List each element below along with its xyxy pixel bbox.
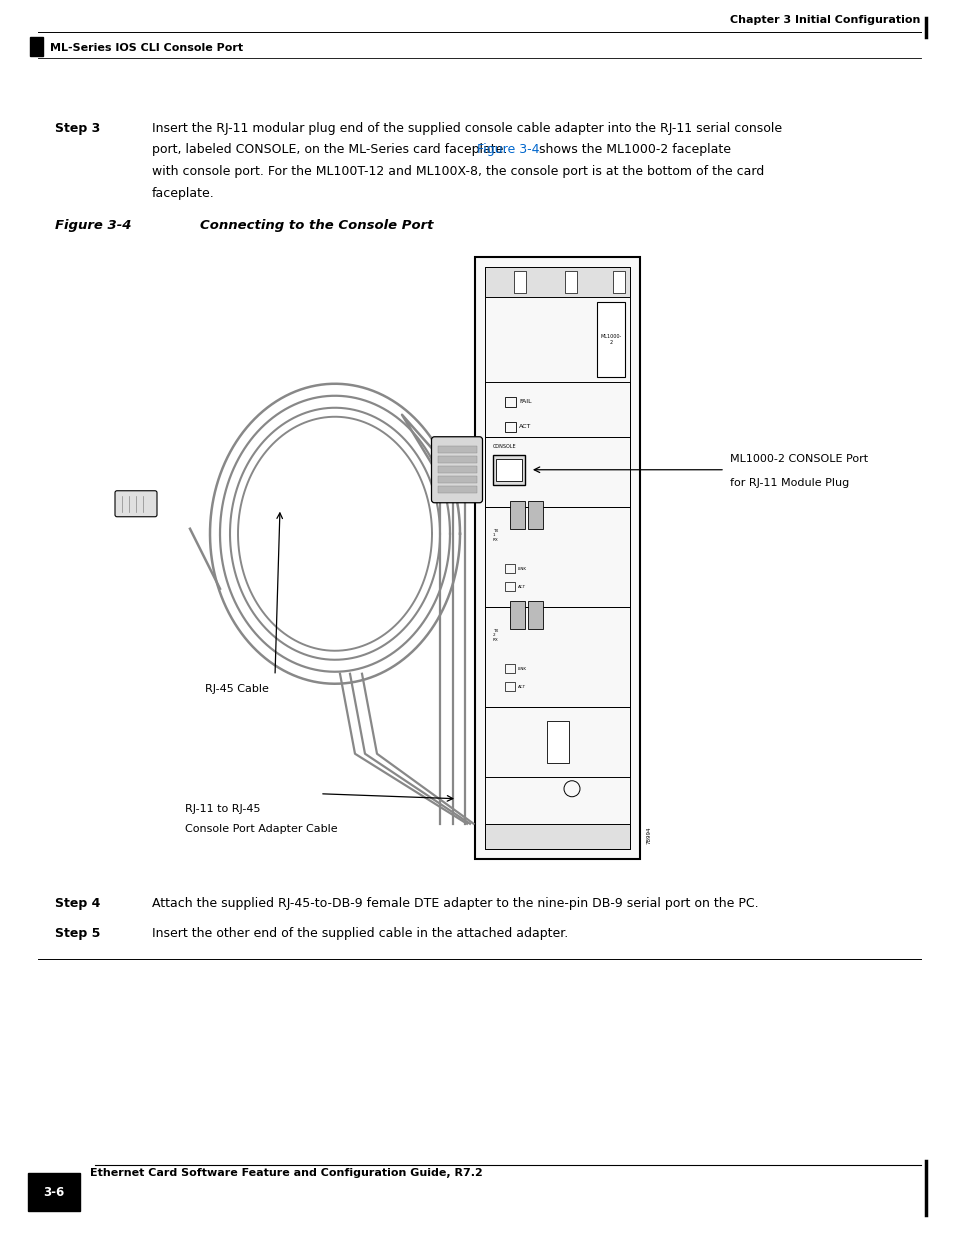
Bar [504, 663, 515, 673]
Text: 78994: 78994 [646, 826, 651, 844]
Text: Chapter 3 Initial Configuration: Chapter 3 Initial Configuration [729, 15, 919, 25]
Bar [437, 446, 476, 453]
Text: ML1000-
2: ML1000- 2 [599, 333, 621, 345]
Bar [510, 600, 524, 629]
FancyBboxPatch shape [431, 437, 482, 503]
Text: ACT: ACT [517, 684, 525, 689]
Text: TX
2
RX: TX 2 RX [493, 629, 498, 642]
Bar [510, 500, 524, 529]
Text: Figure 3-4: Figure 3-4 [55, 219, 132, 232]
Bar [484, 506, 629, 606]
Text: Step 5: Step 5 [55, 926, 100, 940]
FancyBboxPatch shape [115, 490, 157, 516]
Bar [437, 475, 476, 483]
Text: CONSOLE: CONSOLE [493, 443, 517, 448]
Text: ML1000-2 CONSOLE Port: ML1000-2 CONSOLE Port [729, 453, 867, 464]
Text: RJ-45 Cable: RJ-45 Cable [205, 684, 269, 694]
Text: RJ-11 to RJ-45: RJ-11 to RJ-45 [185, 804, 260, 814]
Bar [475, 257, 639, 858]
Bar [527, 600, 542, 629]
Text: with console port. For the ML100T-12 and ML100X-8, the console port is at the bo: with console port. For the ML100T-12 and… [152, 165, 763, 178]
Text: faceplate.: faceplate. [152, 186, 214, 200]
Bar [527, 500, 542, 529]
Text: LINK: LINK [517, 567, 526, 571]
Bar [484, 382, 629, 437]
Text: LINK: LINK [517, 667, 526, 671]
Text: ACT: ACT [518, 425, 531, 430]
Bar [564, 270, 577, 293]
Bar [504, 421, 516, 432]
Text: Insert the RJ-11 modular plug end of the supplied console cable adapter into the: Insert the RJ-11 modular plug end of the… [152, 122, 781, 135]
Bar [484, 267, 629, 296]
Bar [437, 485, 476, 493]
Bar [504, 396, 516, 406]
Bar [612, 270, 624, 293]
Bar [484, 437, 629, 506]
Text: Insert the other end of the supplied cable in the attached adapter.: Insert the other end of the supplied cab… [152, 926, 568, 940]
Text: shows the ML1000-2 faceplate: shows the ML1000-2 faceplate [535, 143, 730, 157]
Text: Connecting to the Console Port: Connecting to the Console Port [200, 219, 433, 232]
Bar [514, 270, 525, 293]
Text: port, labeled CONSOLE, on the ML-Series card faceplate.: port, labeled CONSOLE, on the ML-Series … [152, 143, 511, 157]
Text: Step 3: Step 3 [55, 122, 100, 135]
Bar [597, 301, 624, 377]
Text: Console Port Adapter Cable: Console Port Adapter Cable [185, 824, 337, 834]
Bar [484, 824, 629, 848]
Text: Figure 3-4: Figure 3-4 [476, 143, 538, 157]
Text: ACT: ACT [517, 584, 525, 589]
Text: 3-6: 3-6 [43, 1186, 65, 1198]
Text: ML-Series IOS CLI Console Port: ML-Series IOS CLI Console Port [50, 43, 243, 53]
Bar [437, 466, 476, 473]
Bar [28, 1173, 80, 1212]
Bar [30, 37, 43, 56]
Bar [496, 458, 521, 480]
Bar [484, 267, 629, 848]
Bar [493, 454, 524, 485]
Bar [504, 582, 515, 590]
Text: Attach the supplied RJ-45-to-DB-9 female DTE adapter to the nine-pin DB-9 serial: Attach the supplied RJ-45-to-DB-9 female… [152, 897, 758, 910]
Bar [504, 682, 515, 690]
Text: TX
1
RX: TX 1 RX [493, 529, 498, 542]
Bar [484, 706, 629, 777]
Bar [437, 456, 476, 463]
Bar [504, 563, 515, 573]
Text: Ethernet Card Software Feature and Configuration Guide, R7.2: Ethernet Card Software Feature and Confi… [90, 1168, 482, 1178]
Text: Step 4: Step 4 [55, 897, 100, 910]
Bar [546, 721, 568, 763]
Text: FAIL: FAIL [518, 399, 531, 404]
Bar [484, 606, 629, 706]
Text: for RJ-11 Module Plug: for RJ-11 Module Plug [729, 478, 848, 488]
